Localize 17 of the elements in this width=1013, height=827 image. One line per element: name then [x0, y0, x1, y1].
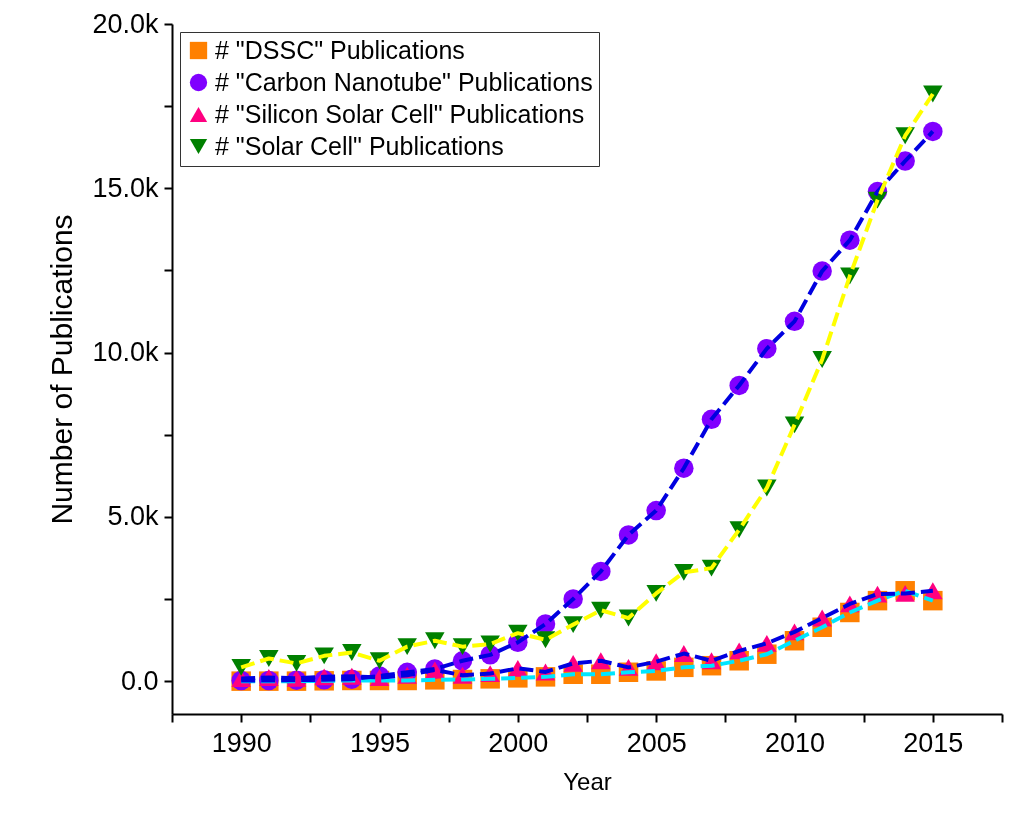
y-tick-label: 0.0 [120, 665, 159, 696]
x-axis-title: Year [563, 767, 612, 795]
x-tick-label: 2000 [488, 727, 549, 758]
y-tick-label: 20.0k [92, 8, 159, 39]
legend-label: # "Carbon Nanotube" Publications [215, 67, 593, 96]
y-tick-label: 5.0k [107, 501, 159, 532]
x-tick-label: 2010 [764, 727, 826, 758]
x-tick-label: 2015 [903, 727, 964, 758]
legend-label: # "DSSC" Publications [215, 35, 465, 64]
legend-label: # "Silicon Solar Cell" Publications [215, 99, 585, 128]
y-tick-label: 15.0k [92, 172, 159, 203]
legend-label: # "Solar Cell" Publications [215, 131, 504, 160]
x-tick-label: 1990 [211, 727, 272, 758]
y-axis-title: Number of Publications [45, 214, 79, 525]
x-tick-label: 2005 [626, 727, 687, 758]
x-tick-label: 1995 [349, 727, 411, 758]
y-tick-label: 10.0k [92, 337, 159, 368]
